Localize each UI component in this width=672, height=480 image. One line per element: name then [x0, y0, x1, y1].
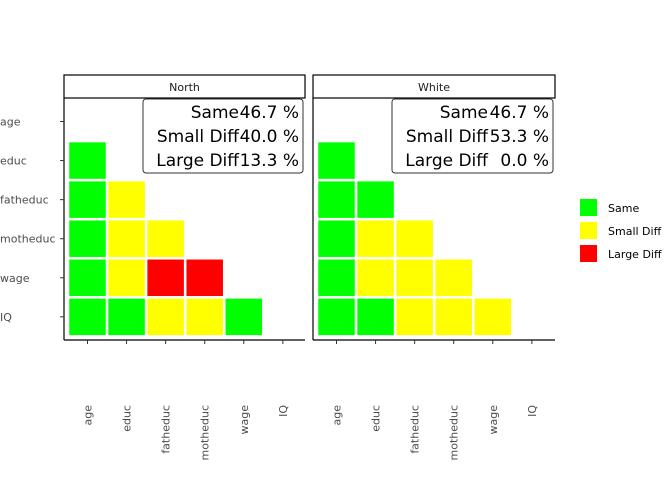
legend-swatch-small	[580, 222, 597, 239]
heatmap-tile-fatheduc-wage	[396, 259, 433, 297]
summary-box	[391, 98, 554, 174]
summary-label: Small Diff	[157, 127, 240, 147]
summary-label: Same	[440, 103, 488, 123]
heatmap-tile-educ-motheduc	[357, 220, 394, 257]
summary-value: 46.7 %	[490, 103, 549, 123]
heatmap-tile-age-fatheduc	[318, 181, 355, 218]
facet-strip	[312, 74, 556, 99]
summary-label: Large Diff	[405, 151, 489, 171]
heatmap-tile-age-motheduc	[69, 220, 106, 257]
x-tick-label-educ: educ	[370, 405, 383, 432]
heatmap-tile-motheduc-IQ	[435, 298, 472, 336]
heatmap-tile-age-IQ	[318, 298, 355, 336]
panels-layer: North age educ fatheduc motheduc wage IQ age edu…	[0, 74, 556, 461]
panel-north: North age educ fatheduc motheduc wage IQ age edu…	[0, 74, 306, 461]
legend: Same Small Diff Large Diff	[580, 199, 662, 262]
summary-value: 46.7 %	[240, 103, 299, 123]
x-tick-label-wage: wage	[487, 405, 500, 435]
legend-label-small: Small Diff	[608, 225, 662, 238]
heatmap-tile-educ-fatheduc	[108, 181, 145, 218]
panel-white: White age educ fatheduc motheduc wage IQ Same 46…	[312, 74, 556, 461]
summary-box	[142, 98, 304, 174]
summary-value: 13.3 %	[240, 151, 299, 171]
heatmap-tile-motheduc-wage	[186, 259, 223, 297]
y-tick-label-educ: educ	[0, 155, 27, 168]
heatmap-tile-age-educ	[69, 142, 106, 179]
summary-value: 53.3 %	[490, 127, 549, 147]
heatmap-tile-fatheduc-IQ	[396, 298, 433, 336]
heatmap-tile-motheduc-IQ	[186, 298, 223, 336]
x-tick-label-fatheduc: fatheduc	[409, 405, 422, 454]
facet-strip-label: North	[169, 81, 200, 94]
legend-label-same: Same	[608, 202, 639, 215]
x-tick-label-educ: educ	[121, 405, 134, 432]
heatmap-tile-age-IQ	[69, 298, 106, 336]
heatmap-tile-motheduc-wage	[435, 259, 472, 297]
facet-strip	[63, 74, 306, 99]
y-tick-label-motheduc: motheduc	[0, 233, 56, 246]
summary-label: Small Diff	[406, 127, 489, 147]
heatmap-tile-age-wage	[318, 259, 355, 297]
y-tick-label-age: age	[0, 116, 21, 129]
summary-value: 40.0 %	[240, 127, 299, 147]
x-tick-label-IQ: IQ	[277, 405, 290, 417]
x-tick-label-motheduc: motheduc	[448, 405, 461, 461]
heatmap-tile-age-motheduc	[318, 220, 355, 257]
heatmap-tile-fatheduc-motheduc	[396, 220, 433, 257]
heatmap-tile-educ-motheduc	[108, 220, 145, 257]
heatmap-tile-age-fatheduc	[69, 181, 106, 218]
heatmap-tile-educ-IQ	[108, 298, 145, 336]
heatmap-tile-age-wage	[69, 259, 106, 297]
heatmap-tile-educ-wage	[357, 259, 394, 297]
heatmap-tile-educ-wage	[108, 259, 145, 297]
summary-value: 0.0 %	[500, 151, 549, 171]
x-tick-label-wage: wage	[238, 405, 251, 435]
x-tick-label-fatheduc: fatheduc	[160, 405, 173, 454]
heatmap-tile-wage-IQ	[474, 298, 512, 336]
y-tick-label-wage: wage	[0, 272, 30, 285]
x-tick-label-motheduc: motheduc	[199, 405, 212, 461]
heatmap-tile-educ-fatheduc	[357, 181, 394, 218]
x-tick-label-age: age	[82, 405, 95, 426]
x-tick-label-age: age	[331, 405, 344, 426]
heatmap-tile-fatheduc-wage	[147, 259, 184, 297]
heatmap-tile-fatheduc-IQ	[147, 298, 184, 336]
x-tick-label-IQ: IQ	[526, 405, 539, 417]
summary-label: Same	[191, 103, 239, 123]
facet-strip-label: White	[418, 81, 450, 94]
heatmap-tile-fatheduc-motheduc	[147, 220, 184, 257]
summary-label: Large Diff	[156, 151, 240, 171]
heatmap-tile-educ-IQ	[357, 298, 394, 336]
heatmap-tile-wage-IQ	[225, 298, 263, 336]
legend-label-large: Large Diff	[608, 248, 662, 261]
y-tick-label-fatheduc: fatheduc	[0, 194, 49, 207]
heatmap-tile-age-educ	[318, 142, 355, 179]
y-tick-label-IQ: IQ	[0, 311, 12, 324]
legend-swatch-large	[580, 245, 597, 262]
legend-swatch-same	[580, 199, 597, 216]
